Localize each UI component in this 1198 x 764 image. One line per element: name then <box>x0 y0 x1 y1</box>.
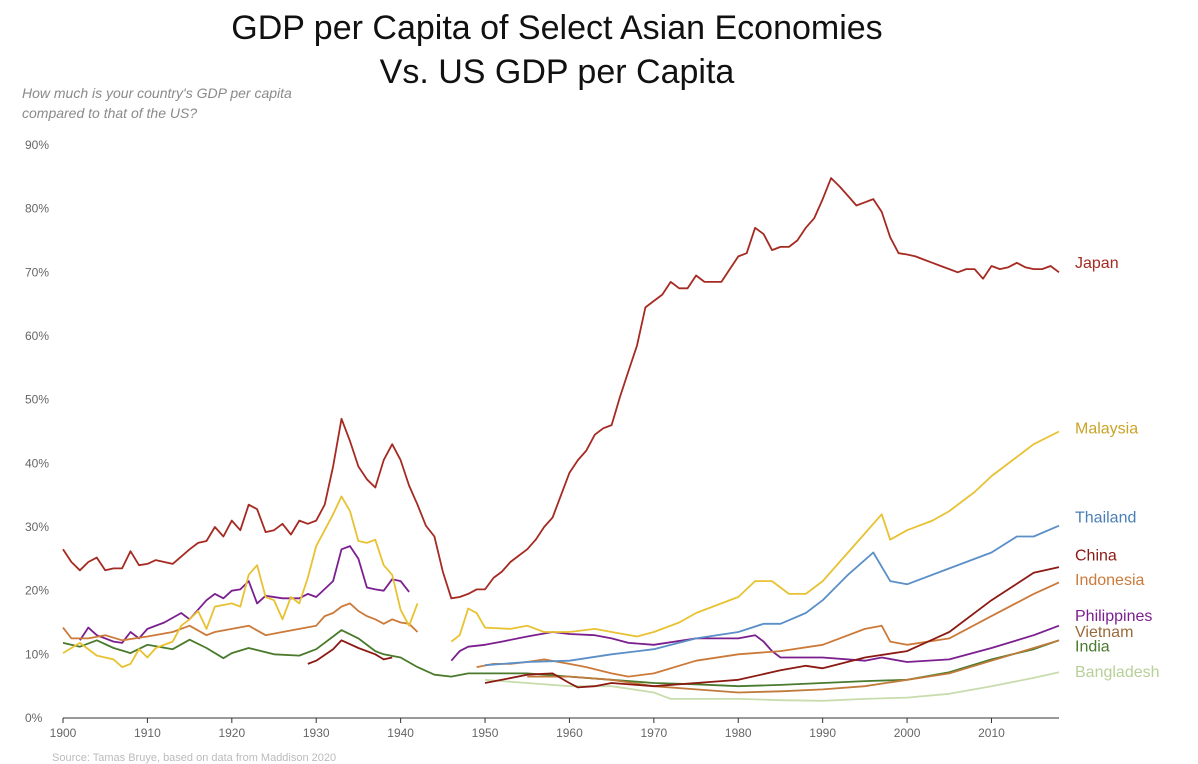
series-line-vietnam <box>527 639 1060 694</box>
series-label-malaysia: Malaysia <box>1075 420 1138 437</box>
source-note: Source: Tamas Bruye, based on data from … <box>52 752 337 764</box>
series-label-philippines: Philippines <box>1075 608 1152 625</box>
y-tick-label: 30% <box>25 520 49 534</box>
series-line-china <box>307 639 393 665</box>
y-tick-label: 60% <box>25 329 49 343</box>
series-line-india <box>62 629 1060 688</box>
x-tick-label: 1900 <box>50 726 77 740</box>
chart-title: GDP per Capita of Select Asian Economies… <box>0 6 1114 94</box>
x-tick-label: 1990 <box>809 726 836 740</box>
series-lines <box>62 177 1060 702</box>
x-tick-label: 2010 <box>978 726 1005 740</box>
series-line-philippines <box>79 545 410 644</box>
series-line-indonesia <box>62 602 419 642</box>
x-tick-label: 1920 <box>218 726 245 740</box>
series-label-indonesia: Indonesia <box>1075 572 1144 589</box>
y-tick-label: 10% <box>25 647 49 661</box>
series-line-philippines <box>450 624 1060 663</box>
series-line-thailand <box>484 524 1060 667</box>
series-label-thailand: Thailand <box>1075 509 1136 526</box>
series-label-vietnam: Vietnam <box>1075 624 1133 641</box>
x-tick-label: 1940 <box>387 726 414 740</box>
x-tick-label: 1950 <box>472 726 499 740</box>
x-tick-label: 1970 <box>640 726 667 740</box>
y-tick-label: 70% <box>25 265 49 279</box>
x-tick-label: 1910 <box>134 726 161 740</box>
series-line-malaysia <box>62 495 419 668</box>
x-tick-label: 1980 <box>725 726 752 740</box>
y-tick-label: 50% <box>25 393 49 407</box>
y-tick-label: 80% <box>25 202 49 216</box>
series-label-bangladesh: Bangladesh <box>1075 664 1160 681</box>
series-line-malaysia <box>450 430 1060 643</box>
y-tick-label: 40% <box>25 456 49 470</box>
y-axis: 0% 10% 20% 30% 40% 50% 60% 70% 80% 90% <box>25 138 49 725</box>
x-axis: 1900 1910 1920 1930 1940 1950 1960 1970 1980 1990… <box>50 717 1059 740</box>
y-tick-label: 20% <box>25 584 49 598</box>
series-line-china <box>484 566 1060 689</box>
series-label-japan: Japan <box>1075 255 1119 272</box>
series-line-japan <box>62 177 1060 600</box>
x-tick-label: 1960 <box>556 726 583 740</box>
chart-title-line-2: Vs. US GDP per Capita <box>379 53 735 91</box>
series-line-indonesia <box>476 581 1060 678</box>
y-tick-label: 0% <box>25 711 43 725</box>
chart-subtitle: How much is your country's GDP per capit… <box>22 85 292 121</box>
y-tick-label: 90% <box>25 138 49 152</box>
series-label-india: India <box>1075 639 1110 656</box>
x-tick-label: 2000 <box>894 726 921 740</box>
series-labels: Japan Malaysia Thailand China Indonesia Phili… <box>1075 255 1160 681</box>
series-label-china: China <box>1075 548 1117 565</box>
x-tick-label: 1930 <box>303 726 330 740</box>
chart-title-line-1: GDP per Capita of Select Asian Economies <box>231 9 883 47</box>
